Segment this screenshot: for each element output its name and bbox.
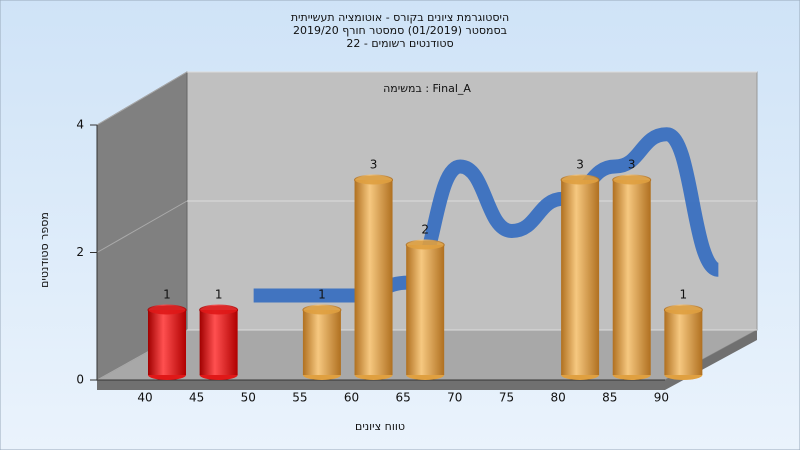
- bar: [302, 310, 341, 375]
- y-tick-label: 0: [76, 373, 84, 387]
- x-tick-label: 90: [654, 391, 669, 405]
- chart-title: בסמסטר (01/2019) סמסטר חורף 2019/20: [293, 24, 507, 37]
- y-tick-label: 2: [76, 245, 84, 259]
- data-label: 1: [680, 288, 688, 302]
- bar-top: [405, 239, 445, 251]
- x-tick-label: 45: [189, 391, 204, 405]
- chart-title: היסטוגרמת ציונים בקורס - אוטומציה תעשיית…: [291, 11, 509, 24]
- bar-top: [663, 304, 703, 316]
- x-tick-label: 80: [550, 391, 565, 405]
- bar-top: [199, 304, 239, 316]
- x-tick-label: 85: [602, 391, 617, 405]
- data-label: 3: [628, 158, 636, 172]
- chart-subtitle: במשימה : Final_A: [383, 82, 471, 95]
- y-axis-title: מספר סטודנטים: [38, 212, 51, 288]
- bar-top: [147, 304, 187, 316]
- x-tick-label: 70: [447, 391, 462, 405]
- bar: [664, 310, 703, 375]
- bar-top: [612, 174, 652, 186]
- bar-top: [302, 304, 342, 316]
- grid-line: [96, 200, 188, 253]
- floor-edge: [97, 330, 757, 390]
- x-tick-label: 65: [396, 391, 411, 405]
- data-label: 1: [163, 288, 171, 302]
- data-label: 1: [215, 288, 223, 302]
- bar: [354, 180, 393, 375]
- bar: [199, 310, 238, 375]
- x-axis-title: טווח ציונים: [355, 420, 405, 433]
- bar: [612, 180, 651, 375]
- chart-title: סטודנטים רשומים - 22: [346, 37, 453, 50]
- x-tick-label: 60: [344, 391, 359, 405]
- bar: [406, 245, 445, 375]
- y-tick-label: 4: [76, 118, 84, 132]
- ribbon-line: [253, 127, 721, 303]
- data-label: 3: [370, 158, 378, 172]
- bar: [561, 180, 600, 375]
- data-label: 2: [421, 223, 429, 237]
- data-label: 1: [318, 288, 326, 302]
- bar-top: [560, 174, 600, 186]
- x-tick-label: 75: [499, 391, 514, 405]
- grid-line: [96, 71, 188, 126]
- x-tick-label: 40: [137, 391, 152, 405]
- x-tick-label: 55: [292, 391, 307, 405]
- bar: [148, 310, 186, 375]
- bar-top: [354, 174, 394, 186]
- x-tick-label: 50: [241, 391, 256, 405]
- data-label: 3: [576, 158, 584, 172]
